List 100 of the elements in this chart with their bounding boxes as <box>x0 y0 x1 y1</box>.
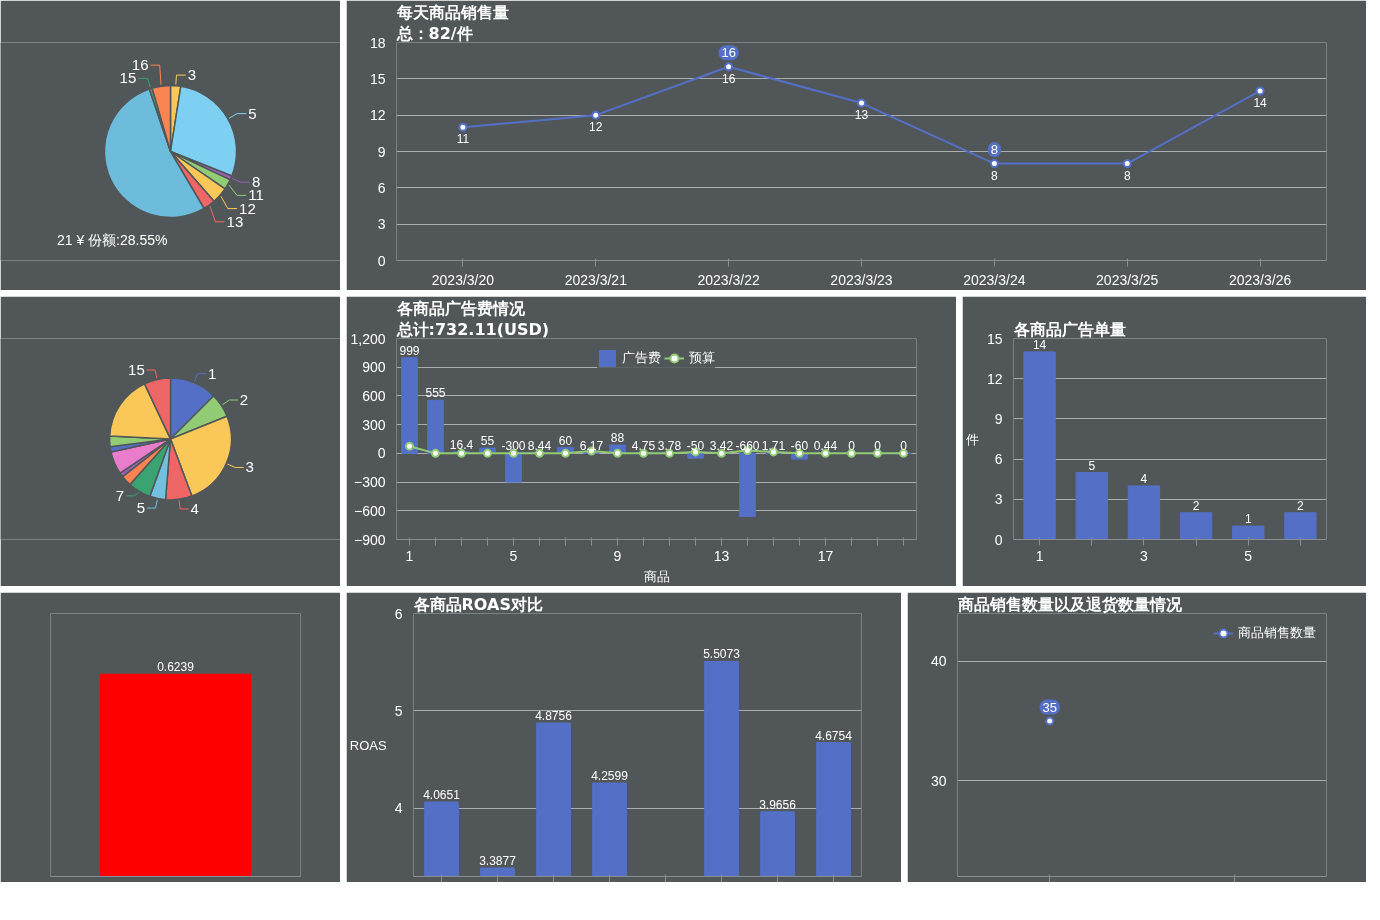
text: 21 ¥ 份额:28.55% <box>56 231 168 248</box>
data-label: 2 <box>1297 498 1305 513</box>
chart-title: 每天商品销售量 <box>395 2 509 22</box>
x-tick-label: 2023/3/21 <box>564 271 628 288</box>
data-label: 4.8756 <box>535 709 573 724</box>
slice-label: 2 <box>239 391 249 409</box>
slice-label: 3 <box>187 66 197 84</box>
y-tick-label: −900 <box>353 531 386 548</box>
data-label: 55 <box>480 434 495 449</box>
data-label: -60 <box>790 439 809 454</box>
legend-label: 商品销售数量 <box>1238 624 1316 642</box>
data-label: 0 <box>848 439 856 454</box>
data-label: 3.42 <box>709 439 734 454</box>
chart-title: 各商品广告单量 <box>1012 319 1126 339</box>
data-label: 1.71 <box>761 439 786 454</box>
y-axis-title: ROAS <box>349 737 388 753</box>
chart-title: 各商品广告费情况 <box>395 298 526 318</box>
data-label: 4 <box>1140 471 1148 486</box>
x-tick-label: 17 <box>817 547 834 564</box>
y-tick-label: 0 <box>377 252 386 269</box>
y-tick-label: 6 <box>994 451 1003 468</box>
data-label: 4.75 <box>631 438 656 453</box>
data-label: 13 <box>854 108 869 123</box>
slice-label: 5 <box>248 104 257 122</box>
data-label: -300 <box>501 439 526 454</box>
x-tick-label: 2023/3/20 <box>431 271 495 288</box>
y-tick-label: 40 <box>930 653 947 670</box>
x-axis-title: 商品 <box>643 568 670 584</box>
y-tick-label: 30 <box>930 772 947 789</box>
annotation: 16 <box>721 45 736 61</box>
x-tick-label: 2023/3/24 <box>963 271 1026 288</box>
legend-label: 广告费 <box>622 349 661 367</box>
data-label: 0.6239 <box>157 660 195 675</box>
y-tick-label: 12 <box>986 370 1003 387</box>
data-label: 4.6754 <box>815 728 853 743</box>
y-tick-label: 15 <box>986 330 1003 347</box>
data-label: 14 <box>1032 337 1047 352</box>
data-label: 11 <box>456 132 470 147</box>
data-label: 4.2599 <box>591 769 629 783</box>
annotation: 8 <box>990 142 998 158</box>
y-tick-label: 15 <box>369 70 386 87</box>
data-label: 8 <box>1123 168 1131 183</box>
data-label: 88 <box>610 430 625 445</box>
y-tick-label: 18 <box>369 34 386 51</box>
data-label: -50 <box>686 439 705 454</box>
data-label: 0 <box>874 439 882 454</box>
y-tick-label: 5 <box>394 702 403 719</box>
y-tick-label: 0 <box>377 445 386 462</box>
y-tick-label: 3 <box>377 216 386 233</box>
y-tick-label: 6 <box>377 179 386 196</box>
x-tick-label: 5 <box>1244 547 1253 564</box>
data-label: 3.9656 <box>759 797 797 812</box>
y-tick-label: 300 <box>362 416 386 433</box>
slice-label: 4 <box>190 499 199 517</box>
data-label: 60 <box>558 433 573 448</box>
y-tick-label: 9 <box>377 143 386 160</box>
x-tick-label: 2023/3/26 <box>1228 271 1292 288</box>
slice-label: 5 <box>136 499 146 517</box>
x-tick-label: 2023/3/23 <box>830 271 893 288</box>
y-tick-label: −300 <box>353 474 386 491</box>
y-tick-label: −600 <box>353 502 386 519</box>
x-tick-label: 1 <box>405 547 414 564</box>
y-tick-label: 0 <box>994 531 1003 548</box>
data-label: 2 <box>1192 498 1200 513</box>
data-label: 3.3877 <box>479 853 517 868</box>
annotation: 35 <box>1042 699 1057 715</box>
slice-label: 15 <box>128 361 145 379</box>
chart-subtitle: 总计:732.11(USD) <box>395 319 550 339</box>
y-tick-label: 6 <box>394 605 403 622</box>
y-tick-label: 4 <box>394 800 403 817</box>
x-tick-label: 1 <box>1035 547 1044 564</box>
x-tick-label: 5 <box>509 547 518 564</box>
chart-title: 商品销售数量以及退货数量情况 <box>956 594 1183 614</box>
x-tick-label: 2023/3/22 <box>697 271 760 288</box>
data-label: 4.0651 <box>423 787 461 802</box>
data-label: 1 <box>1244 512 1252 527</box>
slice-label: 7 <box>115 486 124 504</box>
data-label: 16 <box>721 71 736 86</box>
y-axis-title: 件 <box>965 431 979 447</box>
chart-title: 各商品ROAS对比 <box>412 594 543 614</box>
data-label: 8 <box>991 168 999 183</box>
data-label: 5 <box>1088 458 1096 473</box>
data-label: 5.5073 <box>703 647 741 662</box>
slice-label: 1 <box>207 364 217 382</box>
y-tick-label: 12 <box>369 107 386 124</box>
data-label: 6.17 <box>579 438 604 453</box>
x-tick-label: 13 <box>713 547 730 564</box>
y-tick-label: 900 <box>362 359 386 376</box>
y-tick-label: 600 <box>362 387 386 404</box>
y-tick-label: 1,200 <box>350 330 386 347</box>
legend-label: 预算 <box>689 349 715 367</box>
data-label: 14 <box>1253 95 1268 110</box>
data-label: 12 <box>589 120 603 135</box>
x-tick-label: 9 <box>613 547 622 564</box>
y-tick-label: 3 <box>994 491 1003 508</box>
data-label: -660 <box>735 439 760 454</box>
data-label: 16.4 <box>449 437 474 452</box>
slice-label: 3 <box>245 458 254 476</box>
x-tick-label: 3 <box>1140 547 1149 564</box>
data-label: 3.78 <box>657 439 682 453</box>
